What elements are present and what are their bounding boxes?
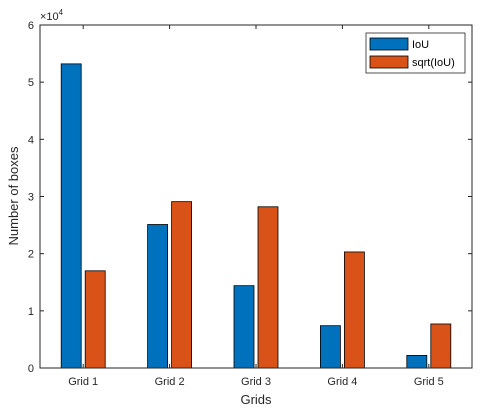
x-tick-label: Grid 4 (327, 376, 357, 388)
y-tick-label: 5 (28, 77, 34, 89)
bar-sqrt-iou (171, 201, 193, 369)
bars-group (60, 63, 452, 369)
y-tick-label: 3 (28, 192, 34, 204)
x-axis: Grid 1 Grid 2 Grid 3 Grid 4 Grid 5 (68, 25, 444, 388)
y-exponent-label: ×104 (40, 8, 64, 23)
legend-swatch-iou (369, 37, 409, 51)
y-exponent-power: 4 (59, 8, 64, 17)
y-axis: 0 1 2 3 4 5 6 (28, 20, 472, 375)
y-tick-label: 1 (28, 306, 34, 318)
bar-sqrt-iou (430, 323, 452, 369)
y-tick-label: 2 (28, 249, 34, 261)
legend-swatch-sqrt-iou (369, 55, 409, 69)
bar-iou (319, 325, 341, 369)
y-tick-label: 4 (28, 134, 34, 146)
plot-area (40, 25, 472, 368)
bar-iou (60, 63, 82, 369)
bar-sqrt-iou (343, 251, 365, 369)
legend-label-sqrt-iou: sqrt(IoU) (412, 57, 455, 69)
x-axis-title: Grids (240, 392, 272, 407)
bar-iou (233, 285, 255, 369)
bar-iou (147, 224, 169, 369)
y-tick-label: 0 (28, 363, 34, 375)
bar-sqrt-iou (84, 270, 106, 369)
bar-sqrt-iou (257, 206, 279, 369)
x-tick-label: Grid 5 (414, 376, 444, 388)
legend: IoU sqrt(IoU) (365, 32, 466, 74)
x-tick-label: Grid 3 (241, 376, 271, 388)
bar-iou (406, 355, 428, 369)
y-tick-label: 6 (28, 20, 34, 32)
legend-label-iou: IoU (412, 39, 429, 51)
y-axis-title: Number of boxes (6, 146, 21, 245)
x-tick-label: Grid 2 (155, 376, 185, 388)
x-tick-label: Grid 1 (68, 376, 98, 388)
